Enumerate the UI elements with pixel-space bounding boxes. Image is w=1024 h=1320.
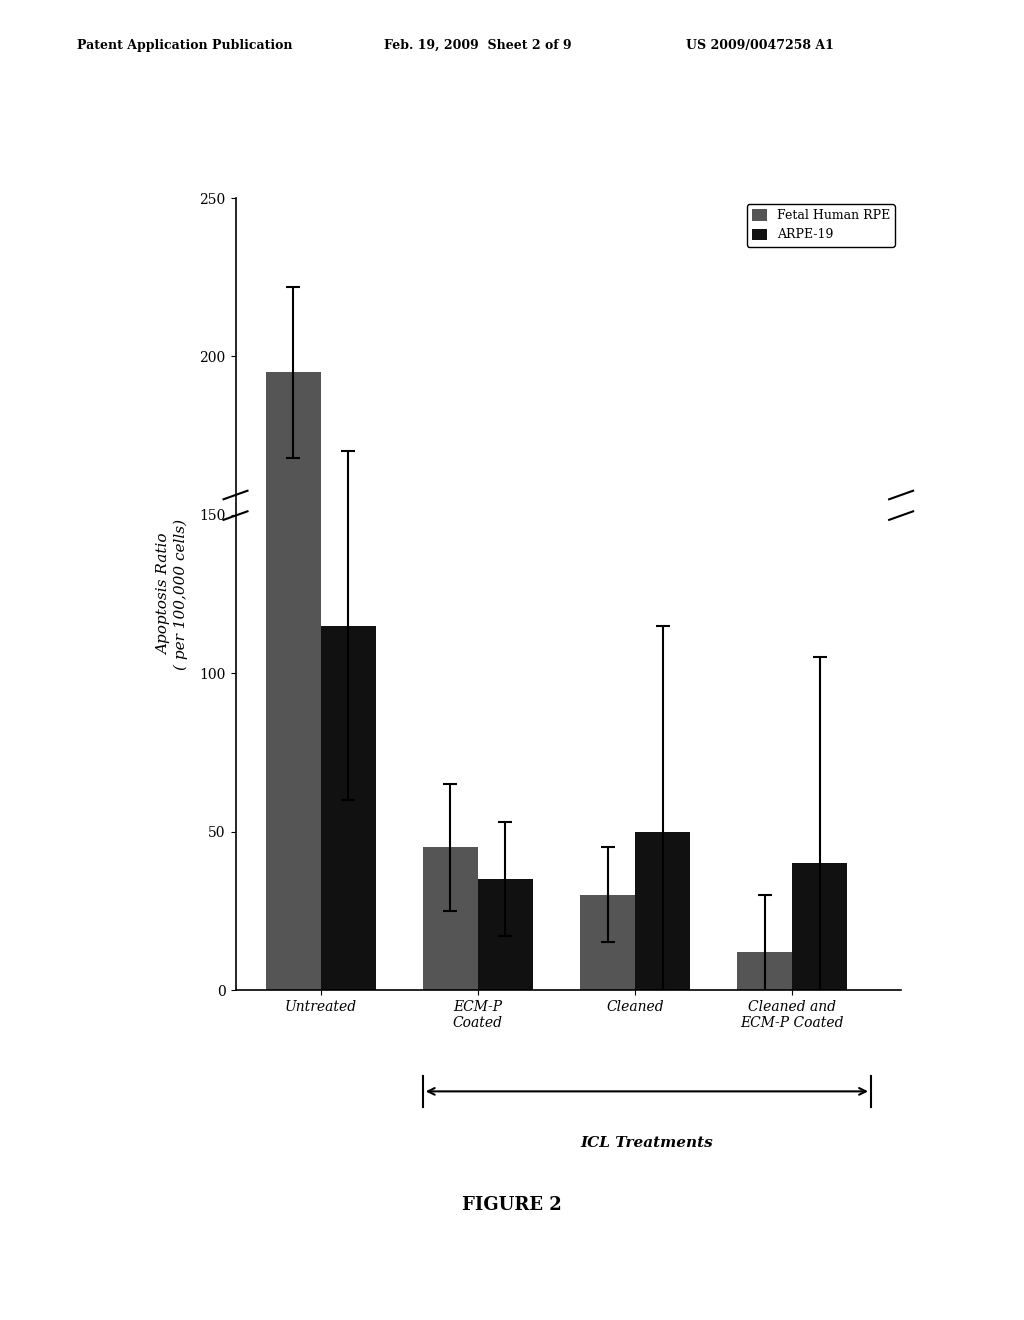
Bar (581, 895, 635, 990)
Text: Feb. 19, 2009  Sheet 2 of 9: Feb. 19, 2009 Sheet 2 of 9 (384, 38, 571, 51)
Text: ICL Treatments: ICL Treatments (581, 1135, 714, 1150)
Text: US 2009/0047258 A1: US 2009/0047258 A1 (686, 38, 834, 51)
Bar (478, 879, 532, 990)
Legend: Fetal Human RPE, ARPE-19: Fetal Human RPE, ARPE-19 (746, 205, 895, 247)
Bar (321, 626, 376, 990)
Text: FIGURE 2: FIGURE 2 (462, 1196, 562, 1214)
Bar (423, 847, 478, 990)
Bar (793, 863, 847, 990)
Bar (737, 952, 793, 990)
Y-axis label: Apoptosis Ratio
( per 100,000 cells): Apoptosis Ratio ( per 100,000 cells) (158, 519, 188, 669)
Bar (635, 832, 690, 990)
Text: Patent Application Publication: Patent Application Publication (77, 38, 292, 51)
Bar (266, 372, 321, 990)
